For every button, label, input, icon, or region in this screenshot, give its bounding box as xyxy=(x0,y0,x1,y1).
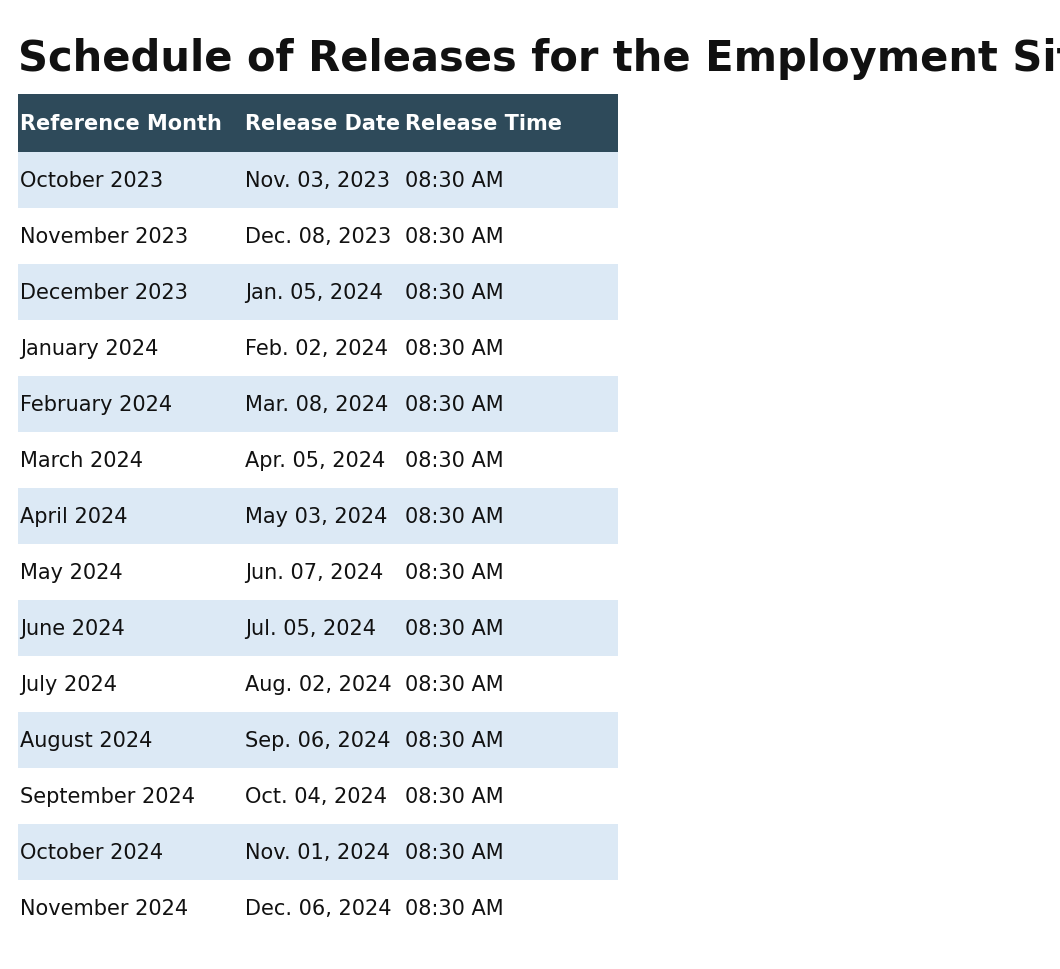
Text: 08:30 AM: 08:30 AM xyxy=(405,227,504,247)
Text: Jun. 07, 2024: Jun. 07, 2024 xyxy=(245,562,384,582)
Bar xyxy=(18,768,618,825)
Text: 08:30 AM: 08:30 AM xyxy=(405,338,504,359)
Text: November 2024: November 2024 xyxy=(20,898,188,918)
Text: Reference Month: Reference Month xyxy=(20,114,222,134)
Text: 08:30 AM: 08:30 AM xyxy=(405,283,504,302)
Text: Sep. 06, 2024: Sep. 06, 2024 xyxy=(245,731,390,750)
Bar xyxy=(18,880,618,936)
Text: Mar. 08, 2024: Mar. 08, 2024 xyxy=(245,394,388,415)
Text: March 2024: March 2024 xyxy=(20,451,143,471)
Text: September 2024: September 2024 xyxy=(20,786,195,806)
Bar xyxy=(18,377,618,432)
Text: 08:30 AM: 08:30 AM xyxy=(405,394,504,415)
Text: Jul. 05, 2024: Jul. 05, 2024 xyxy=(245,618,376,639)
Bar xyxy=(18,488,618,545)
Text: 08:30 AM: 08:30 AM xyxy=(405,507,504,526)
Text: October 2024: October 2024 xyxy=(20,842,163,862)
Text: Release Date: Release Date xyxy=(245,114,400,134)
Text: Aug. 02, 2024: Aug. 02, 2024 xyxy=(245,674,391,694)
Text: 08:30 AM: 08:30 AM xyxy=(405,562,504,582)
Bar xyxy=(18,601,618,656)
Text: 08:30 AM: 08:30 AM xyxy=(405,171,504,191)
Bar xyxy=(18,712,618,768)
Text: Jan. 05, 2024: Jan. 05, 2024 xyxy=(245,283,383,302)
Bar xyxy=(18,208,618,265)
Text: December 2023: December 2023 xyxy=(20,283,188,302)
Text: Nov. 03, 2023: Nov. 03, 2023 xyxy=(245,171,390,191)
Text: Schedule of Releases for the Employment Situation: Schedule of Releases for the Employment … xyxy=(18,38,1060,79)
Text: April 2024: April 2024 xyxy=(20,507,127,526)
Text: May 03, 2024: May 03, 2024 xyxy=(245,507,387,526)
Text: Apr. 05, 2024: Apr. 05, 2024 xyxy=(245,451,385,471)
Text: August 2024: August 2024 xyxy=(20,731,153,750)
Bar xyxy=(18,825,618,880)
Text: June 2024: June 2024 xyxy=(20,618,125,639)
Text: January 2024: January 2024 xyxy=(20,338,158,359)
Text: 08:30 AM: 08:30 AM xyxy=(405,842,504,862)
Text: May 2024: May 2024 xyxy=(20,562,123,582)
Bar xyxy=(18,656,618,712)
Text: 08:30 AM: 08:30 AM xyxy=(405,898,504,918)
Bar xyxy=(18,95,618,153)
Text: February 2024: February 2024 xyxy=(20,394,172,415)
Bar xyxy=(18,432,618,488)
Text: 08:30 AM: 08:30 AM xyxy=(405,674,504,694)
Bar xyxy=(18,321,618,377)
Text: Oct. 04, 2024: Oct. 04, 2024 xyxy=(245,786,387,806)
Text: Dec. 06, 2024: Dec. 06, 2024 xyxy=(245,898,391,918)
Bar xyxy=(18,545,618,601)
Text: Dec. 08, 2023: Dec. 08, 2023 xyxy=(245,227,391,247)
Text: July 2024: July 2024 xyxy=(20,674,117,694)
Text: 08:30 AM: 08:30 AM xyxy=(405,786,504,806)
Text: October 2023: October 2023 xyxy=(20,171,163,191)
Text: November 2023: November 2023 xyxy=(20,227,188,247)
Text: 08:30 AM: 08:30 AM xyxy=(405,451,504,471)
Text: 08:30 AM: 08:30 AM xyxy=(405,731,504,750)
Bar xyxy=(18,153,618,208)
Text: Feb. 02, 2024: Feb. 02, 2024 xyxy=(245,338,388,359)
Text: Release Time: Release Time xyxy=(405,114,562,134)
Text: 08:30 AM: 08:30 AM xyxy=(405,618,504,639)
Text: Nov. 01, 2024: Nov. 01, 2024 xyxy=(245,842,390,862)
Bar xyxy=(18,265,618,321)
